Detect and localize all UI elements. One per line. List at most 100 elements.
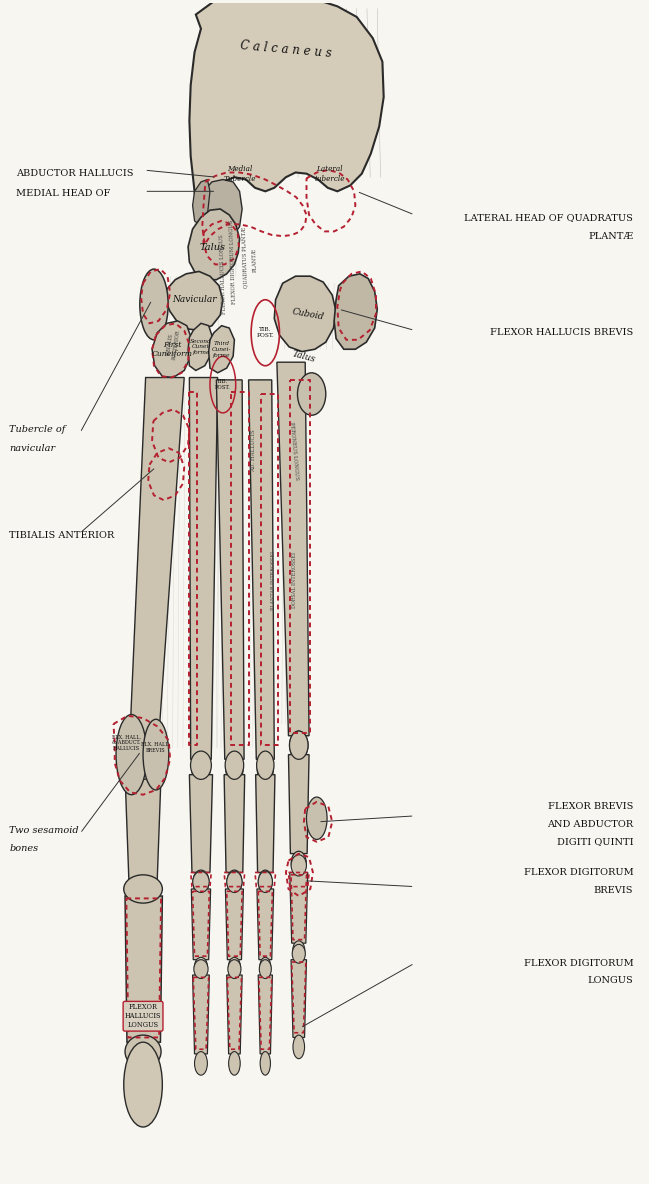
Text: FLEXOR
HALLUCIS
LONGUS: FLEXOR HALLUCIS LONGUS — [125, 1003, 162, 1029]
Ellipse shape — [227, 871, 242, 893]
Ellipse shape — [293, 941, 305, 960]
Ellipse shape — [289, 731, 308, 759]
Ellipse shape — [256, 751, 274, 779]
Text: LATERAL HEAD OF QUADRATUS: LATERAL HEAD OF QUADRATUS — [465, 213, 633, 221]
Ellipse shape — [194, 960, 208, 978]
Polygon shape — [291, 960, 306, 1037]
Ellipse shape — [260, 1051, 271, 1075]
Text: Medial
Tubercle: Medial Tubercle — [223, 166, 256, 182]
Text: AND ABDUCTOR: AND ABDUCTOR — [547, 819, 633, 829]
Ellipse shape — [195, 1051, 208, 1075]
Text: AD. HALLUCIS: AD. HALLUCIS — [251, 430, 256, 472]
Ellipse shape — [306, 797, 327, 839]
Ellipse shape — [260, 958, 271, 976]
Text: MEDIAL HEAD OF: MEDIAL HEAD OF — [16, 189, 110, 198]
Polygon shape — [125, 774, 161, 881]
Text: FLEXOR DIGITORUM: FLEXOR DIGITORUM — [524, 868, 633, 877]
Text: ABDUCTOR HALLUCIS: ABDUCTOR HALLUCIS — [16, 169, 133, 178]
Text: Third
Cunei-
forme: Third Cunei- forme — [212, 341, 231, 358]
Ellipse shape — [297, 373, 326, 416]
Polygon shape — [209, 326, 234, 373]
Text: FLEXOR HALLUCIS BREVIS: FLEXOR HALLUCIS BREVIS — [490, 328, 633, 337]
Ellipse shape — [193, 871, 209, 893]
Polygon shape — [190, 774, 212, 873]
Polygon shape — [188, 210, 239, 279]
Text: FLEXOR DIGITORUM: FLEXOR DIGITORUM — [524, 959, 633, 967]
Text: navicular: navicular — [9, 444, 55, 452]
Ellipse shape — [258, 871, 273, 893]
Ellipse shape — [228, 1051, 240, 1075]
Ellipse shape — [127, 751, 159, 779]
Text: Talus: Talus — [291, 349, 317, 363]
Ellipse shape — [291, 855, 306, 876]
Text: FLEXOR BREVIS: FLEXOR BREVIS — [548, 802, 633, 811]
Ellipse shape — [228, 960, 241, 978]
Polygon shape — [334, 274, 377, 349]
Polygon shape — [225, 889, 243, 960]
Text: TIBIALIS ANTERIOR: TIBIALIS ANTERIOR — [9, 530, 114, 540]
Polygon shape — [277, 362, 309, 735]
Ellipse shape — [226, 754, 243, 783]
Text: FLEXOR DIGITORUM LONGUS: FLEXOR DIGITORUM LONGUS — [229, 220, 237, 304]
Ellipse shape — [124, 875, 162, 903]
Ellipse shape — [289, 731, 308, 759]
Polygon shape — [129, 378, 184, 759]
Text: Two sesamoid: Two sesamoid — [9, 825, 79, 835]
Polygon shape — [190, 378, 217, 759]
Polygon shape — [193, 974, 210, 1054]
Polygon shape — [275, 276, 336, 352]
Polygon shape — [190, 0, 384, 229]
Text: Second
Cunei-
forme: Second Cunei- forme — [190, 339, 212, 355]
Polygon shape — [257, 889, 274, 960]
Polygon shape — [216, 380, 244, 759]
Ellipse shape — [143, 719, 169, 790]
Text: Lateral
tubercle: Lateral tubercle — [314, 166, 345, 182]
Polygon shape — [288, 754, 309, 854]
Polygon shape — [165, 271, 223, 330]
Text: C a l c a n e u s: C a l c a n e u s — [239, 39, 332, 60]
Ellipse shape — [140, 269, 168, 340]
Text: LONGUS: LONGUS — [587, 977, 633, 985]
Text: FLEXOR HALLUCIS LONGUS: FLEXOR HALLUCIS LONGUS — [219, 234, 227, 314]
Ellipse shape — [257, 754, 273, 783]
Text: FLX. HALL.
& ABDUCT.
HALLUCIS: FLX. HALL. & ABDUCT. HALLUCIS — [112, 734, 141, 751]
Ellipse shape — [193, 870, 209, 894]
Polygon shape — [193, 180, 210, 226]
Ellipse shape — [125, 1035, 161, 1068]
Ellipse shape — [258, 870, 272, 894]
Text: QUADRATUS PLANTÆ: QUADRATUS PLANTÆ — [241, 226, 249, 288]
Polygon shape — [188, 323, 212, 371]
Text: PLANTAR INTEROSSEI: PLANTAR INTEROSSEI — [271, 551, 276, 610]
Text: Talus: Talus — [199, 244, 226, 252]
Text: FLX. HALL.
BREVIS: FLX. HALL. BREVIS — [141, 742, 171, 753]
Text: PLANTÆ: PLANTÆ — [252, 247, 258, 272]
Ellipse shape — [293, 1035, 304, 1058]
Polygon shape — [249, 380, 275, 759]
Text: TIBIALIS
POSTERIOR: TIBIALIS POSTERIOR — [166, 329, 181, 360]
Text: Cuboid: Cuboid — [291, 307, 325, 321]
Polygon shape — [125, 896, 162, 1042]
Ellipse shape — [195, 958, 208, 976]
Polygon shape — [224, 774, 245, 873]
Text: PLANTÆ: PLANTÆ — [588, 232, 633, 240]
Ellipse shape — [191, 754, 210, 783]
Polygon shape — [289, 873, 308, 944]
Ellipse shape — [260, 960, 271, 978]
Polygon shape — [256, 774, 275, 873]
Ellipse shape — [227, 870, 242, 894]
Polygon shape — [258, 974, 273, 1054]
Text: PERONEUS LONGUS: PERONEUS LONGUS — [289, 422, 299, 480]
Ellipse shape — [124, 1042, 162, 1127]
Text: First
Cuneiform: First Cuneiform — [152, 341, 193, 358]
Ellipse shape — [130, 754, 156, 783]
Text: BREVIS: BREVIS — [594, 886, 633, 895]
Text: DIGITI QUINTI: DIGITI QUINTI — [557, 837, 633, 847]
Ellipse shape — [116, 715, 147, 794]
Polygon shape — [227, 974, 242, 1054]
Polygon shape — [152, 321, 192, 378]
Ellipse shape — [228, 958, 240, 976]
Text: bones: bones — [9, 844, 38, 854]
Ellipse shape — [291, 851, 306, 875]
Text: DORSAL INTEROSSEI: DORSAL INTEROSSEI — [293, 552, 297, 609]
Polygon shape — [202, 180, 242, 242]
